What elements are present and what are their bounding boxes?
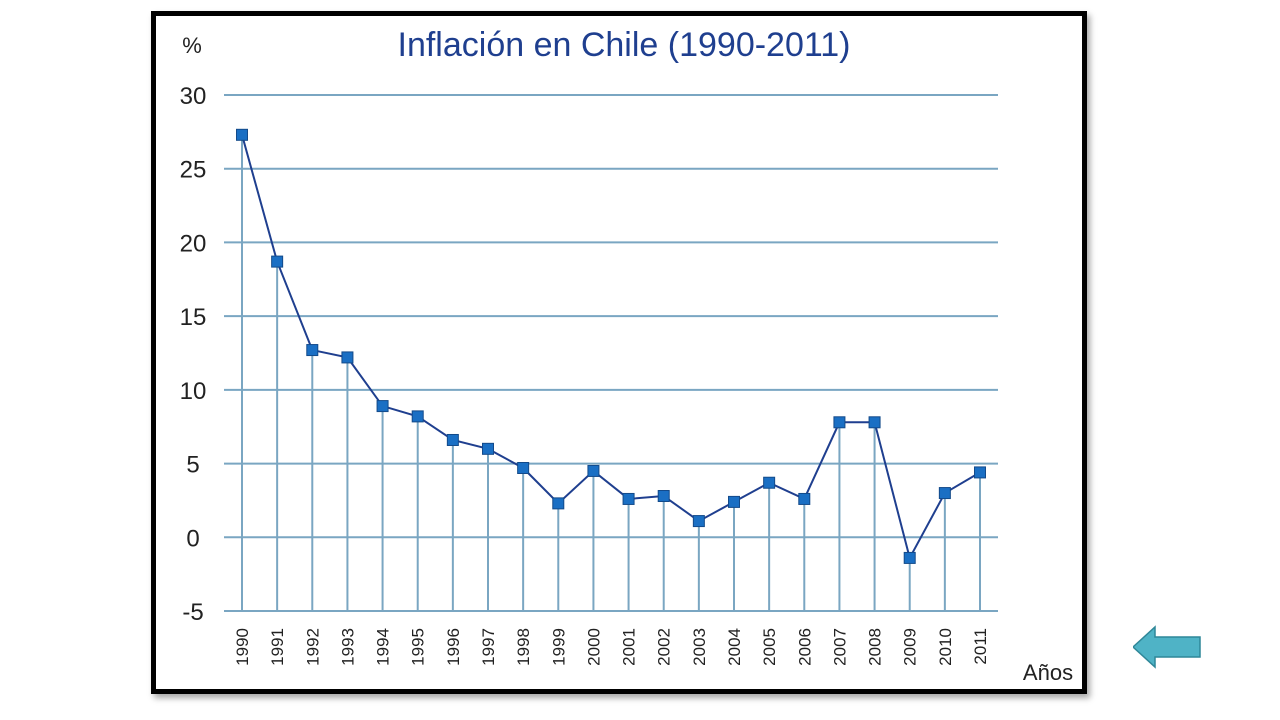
y-tick-label-1: 25: [180, 157, 207, 184]
drop-lines: [241, 134, 981, 611]
chart-title: Inflación en Chile (1990-2011): [398, 26, 851, 64]
y-tick-label-2: 20: [180, 230, 207, 257]
x-tick-label-2006: 2006: [795, 628, 814, 666]
data-point-2002: [657, 490, 670, 503]
data-point-1995: [411, 410, 424, 423]
x-axis-label: Años: [1023, 660, 1073, 685]
data-point-2001: [622, 492, 635, 505]
x-tick-label-2008: 2008: [866, 628, 885, 666]
data-point-2007: [833, 416, 846, 429]
y-axis-unit: %: [182, 33, 202, 58]
x-tick-label-1994: 1994: [374, 628, 393, 666]
data-points: [236, 128, 986, 564]
inflation-series-line: [241, 134, 981, 561]
x-tick-label-1991: 1991: [268, 628, 287, 666]
data-point-1999: [552, 497, 565, 510]
x-tick-label-2000: 2000: [584, 628, 603, 666]
data-point-2008: [868, 416, 881, 429]
data-point-2009: [903, 551, 916, 564]
data-point-1991: [271, 255, 284, 268]
y-tick-label-0: 30: [180, 83, 207, 110]
x-tick-label-1993: 1993: [338, 628, 357, 666]
data-point-1994: [376, 400, 389, 413]
x-tick-label-1996: 1996: [444, 628, 463, 666]
data-point-2004: [728, 495, 740, 508]
data-point-1997: [482, 442, 494, 455]
data-point-2010: [938, 487, 951, 500]
y-tick-label-4: 10: [180, 378, 207, 405]
x-tick-label-2007: 2007: [830, 628, 849, 666]
data-point-2003: [692, 515, 705, 528]
y-tick-label-7: -5: [182, 599, 203, 626]
x-tick-label-1992: 1992: [303, 628, 322, 666]
x-tick-label-2001: 2001: [620, 628, 639, 666]
y-tick-label-3: 15: [180, 304, 207, 331]
data-point-1998: [517, 461, 530, 474]
data-point-1992: [306, 344, 319, 357]
data-point-1990: [236, 128, 248, 141]
y-tick-labels: 30 25 20 15 10 5 0 -5: [180, 83, 207, 626]
y-tick-label-6: 0: [186, 525, 199, 552]
data-point-2005: [763, 476, 776, 489]
x-tick-label-1998: 1998: [514, 628, 533, 666]
x-tick-label-1997: 1997: [479, 628, 498, 666]
data-point-2000: [587, 464, 600, 477]
y-tick-label-5: 5: [186, 452, 199, 479]
x-tick-label-1990: 1990: [233, 628, 252, 666]
grid: [224, 94, 998, 612]
data-point-2011: [974, 466, 986, 479]
x-tick-label-2005: 2005: [760, 628, 779, 666]
x-tick-label-2003: 2003: [690, 628, 709, 666]
x-tick-label-2011: 2011: [971, 628, 990, 665]
x-tick-labels: 1990 1991 1992 1993 1994 1995 1996 1997 1998 1999…: [233, 628, 990, 666]
x-tick-label-2009: 2009: [901, 628, 920, 666]
series-line: [241, 134, 981, 561]
back-arrow-icon[interactable]: [1133, 625, 1201, 669]
x-tick-label-2002: 2002: [655, 628, 674, 666]
x-tick-label-1995: 1995: [409, 628, 428, 666]
x-tick-label-1999: 1999: [549, 628, 568, 666]
data-point-1996: [446, 433, 459, 446]
x-tick-label-2010: 2010: [936, 628, 955, 666]
x-tick-label-2004: 2004: [725, 628, 744, 666]
data-point-2006: [798, 492, 811, 505]
data-point-1993: [341, 351, 354, 364]
